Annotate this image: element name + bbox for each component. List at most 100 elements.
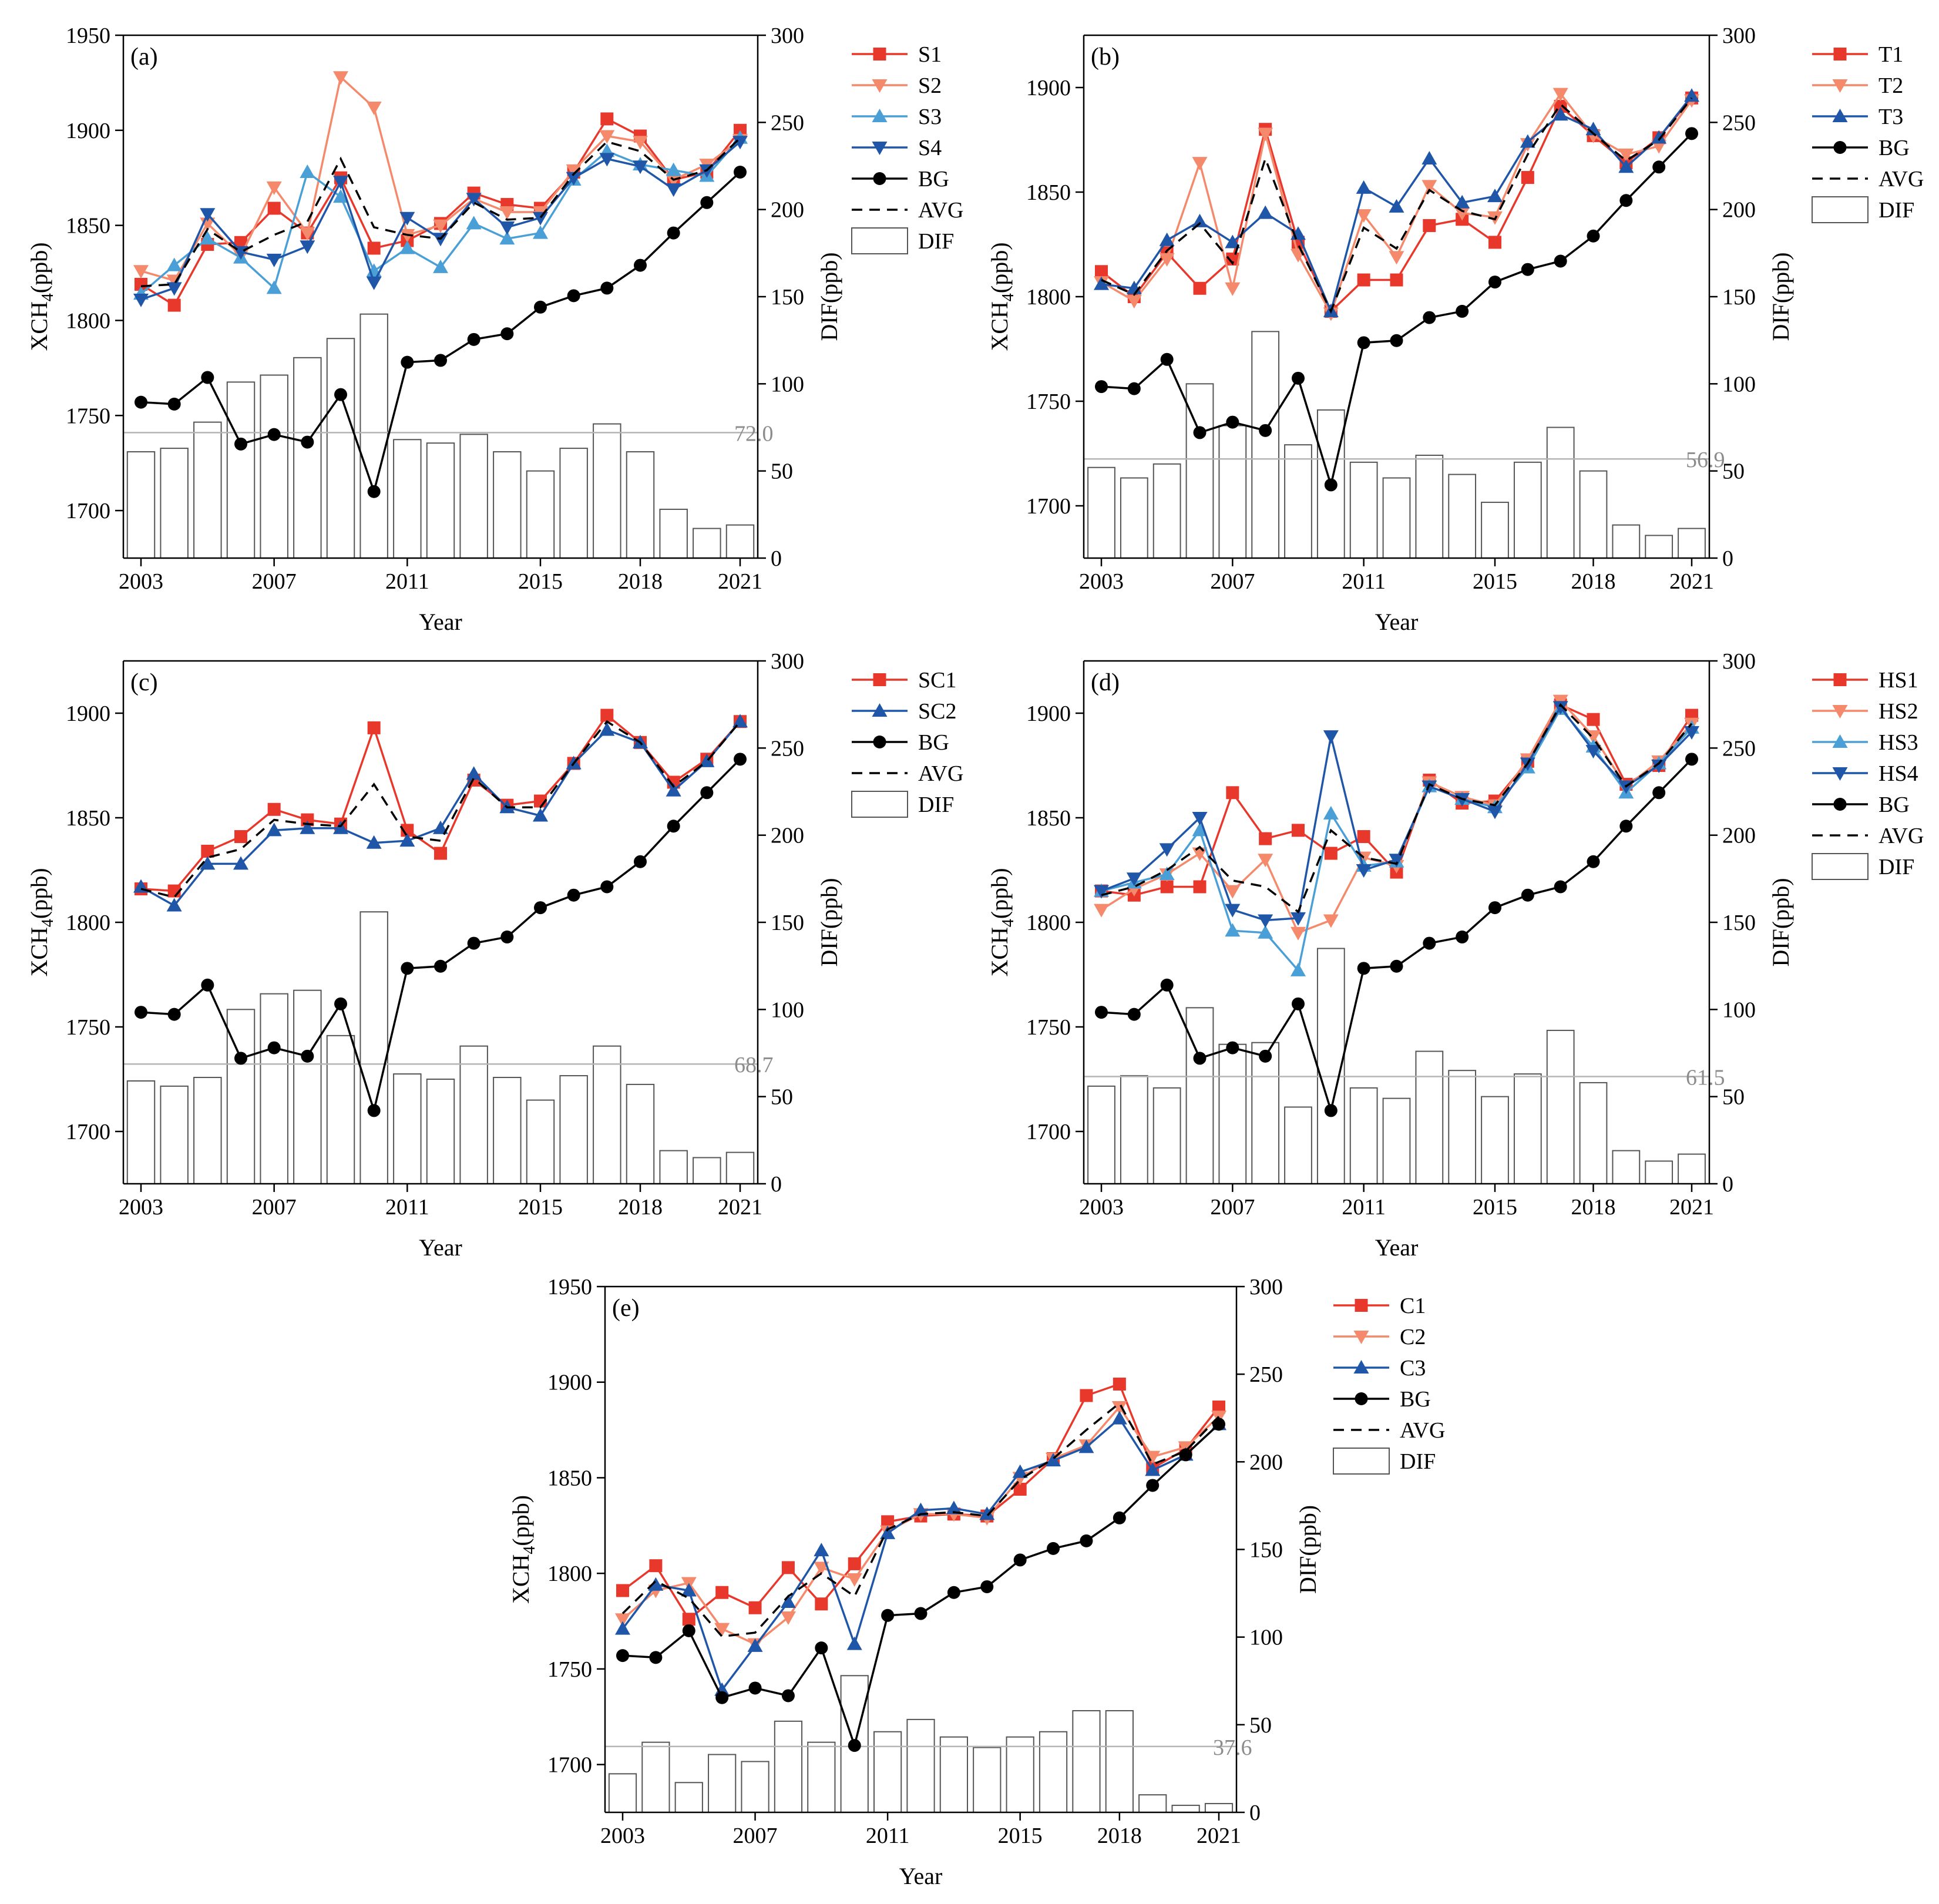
data-point [334, 388, 347, 401]
legend-label: BG [1878, 793, 1910, 817]
legend-swatch-marker [873, 673, 886, 686]
y-tick-label: 1950 [66, 23, 110, 48]
legend: S1 S2 S3 S4 BG AVG DIF [851, 42, 963, 254]
dif-bar [1481, 502, 1509, 559]
data-point [1095, 1006, 1108, 1019]
legend-item-sc2: SC2 [852, 699, 956, 724]
data-point [466, 766, 482, 780]
data-point [633, 160, 648, 174]
y-tick-label: 1750 [1026, 1015, 1071, 1040]
legend-label: AVG [1400, 1418, 1445, 1443]
mean-dif-label: 37.6 [1213, 1735, 1252, 1760]
y2-tick-label: 150 [771, 911, 804, 935]
data-point [1193, 281, 1207, 295]
y2-tick-label: 100 [771, 372, 804, 397]
data-point [1585, 122, 1601, 136]
data-point [633, 136, 648, 150]
dif-bars [126, 313, 755, 559]
data-point [135, 1006, 147, 1019]
dif-bar [873, 1731, 902, 1813]
dif-bars [1087, 948, 1706, 1185]
data-point [1292, 371, 1305, 385]
data-point [616, 1584, 629, 1597]
legend-item-bg: BG [1812, 136, 1910, 160]
legend-swatch-marker [1833, 48, 1847, 61]
data-point [533, 225, 548, 239]
x-tick-label: 2003 [119, 1195, 163, 1220]
data-point [1488, 276, 1501, 289]
data-point [266, 181, 282, 195]
dif-bar [1105, 1710, 1134, 1813]
dif-bar [260, 374, 288, 559]
data-point [881, 1515, 895, 1529]
dif-bar [741, 1761, 769, 1814]
legend-item-t3: T3 [1812, 105, 1903, 129]
y2-tick-label: 300 [1249, 1275, 1283, 1299]
mean-dif-label: 72.0 [734, 421, 774, 446]
data-point [499, 206, 515, 220]
y-axis-title: XCH4(ppb) [508, 1495, 539, 1604]
data-point [1013, 1553, 1027, 1567]
dif-bar [1546, 1029, 1575, 1185]
legend-swatch-marker [1833, 798, 1847, 811]
data-point [1046, 1453, 1061, 1467]
data-point [201, 371, 214, 384]
data-point [201, 978, 214, 992]
legend-item-avg: AVG [1333, 1418, 1445, 1443]
y-axis-title-unit: (ppb) [986, 242, 1013, 293]
data-point [599, 153, 615, 167]
data-point [1357, 830, 1370, 844]
legend-swatch-marker [1832, 734, 1848, 748]
dif-bar [459, 434, 488, 559]
data-point [1488, 901, 1501, 915]
data-point [567, 289, 580, 303]
avg-line [1101, 97, 1693, 314]
dif-bar [1152, 463, 1181, 559]
data-point [1292, 824, 1305, 837]
data-point [1258, 914, 1273, 928]
y2-tick-label: 150 [1249, 1538, 1283, 1563]
legend-item-bg: BG [852, 730, 949, 755]
dif-bar [626, 451, 655, 559]
data-point [1113, 1511, 1126, 1524]
data-point [234, 830, 247, 844]
dif-bar [1284, 1106, 1312, 1185]
y-axis-title: XCH4(ppb) [26, 242, 57, 351]
data-point [1193, 1052, 1207, 1065]
avg-line [621, 1401, 1220, 1638]
dif-bar [1415, 454, 1444, 559]
data-point [781, 1689, 795, 1702]
data-point [433, 259, 448, 273]
data-point [1259, 832, 1272, 845]
data-point [913, 1502, 929, 1516]
dif-bar [126, 1080, 156, 1185]
legend-label: HS2 [1878, 699, 1918, 724]
dif-bar [160, 1085, 189, 1185]
data-point [616, 1649, 629, 1663]
data-point [1291, 912, 1306, 926]
data-point [600, 708, 614, 722]
legend-swatch-marker [1353, 1331, 1369, 1344]
y2-tick-label: 200 [771, 198, 804, 223]
data-point [566, 172, 582, 186]
legend-label: T1 [1878, 42, 1903, 67]
data-point [747, 1638, 763, 1652]
series-bg [1095, 127, 1698, 492]
data-point [533, 808, 548, 822]
series-line [140, 75, 741, 282]
data-point [266, 253, 282, 267]
data-point [1080, 1389, 1093, 1402]
data-point [1111, 1411, 1127, 1425]
avg-line [140, 720, 741, 899]
data-point [667, 820, 680, 833]
legend-swatch-marker [1832, 79, 1848, 93]
dif-bar [1072, 1710, 1101, 1813]
data-point [1554, 880, 1567, 894]
dif-bar [459, 1045, 488, 1184]
y2-tick-label: 200 [1249, 1450, 1283, 1475]
legend-label: AVG [918, 198, 963, 223]
dif-bar [1579, 1082, 1608, 1185]
legend: SC1 SC2 BG AVG DIF [851, 668, 963, 818]
data-point [615, 1613, 630, 1627]
dif-bar [1120, 1075, 1148, 1184]
